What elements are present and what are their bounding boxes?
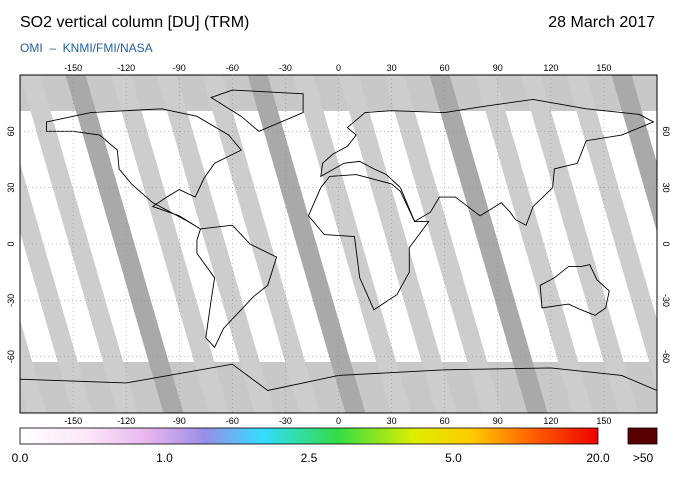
lon-tick-label-top: -120 — [117, 63, 135, 73]
lon-tick-label-bottom: 120 — [543, 416, 558, 426]
colorbar-label: 2.5 — [301, 451, 318, 465]
colorbar-overflow-label: >50 — [633, 451, 654, 465]
lat-tick-label-right: -60 — [661, 350, 671, 363]
continent-outline — [46, 108, 242, 230]
continent-outline — [20, 363, 657, 413]
lat-tick-label-left: 30 — [6, 183, 16, 193]
orbit-swath — [111, 75, 229, 413]
continent-outline — [320, 98, 655, 226]
lat-tick-label-right: 60 — [661, 126, 671, 136]
lat-tick-label-right: 0 — [661, 241, 671, 246]
colorbar-label: 1.0 — [156, 451, 173, 465]
lon-tick-label-bottom: 0 — [336, 416, 341, 426]
colorbar-label: 0.0 — [12, 451, 29, 465]
date: 28 March 2017 — [548, 14, 655, 31]
continent-outline — [539, 264, 610, 316]
lon-tick-label-bottom: -90 — [173, 416, 186, 426]
lat-tick-label-left: 60 — [6, 126, 16, 136]
lon-tick-label-top: -30 — [279, 63, 292, 73]
lon-tick-label-bottom: -30 — [279, 416, 292, 426]
map-area — [20, 75, 657, 413]
lon-tick-label-bottom: -120 — [117, 416, 135, 426]
colorbar-label: 20.0 — [586, 451, 610, 465]
orbit-swath — [20, 162, 93, 413]
colorbar — [19, 427, 599, 445]
lon-tick-label-bottom: -60 — [226, 416, 239, 426]
lon-tick-label-bottom: 60 — [440, 416, 450, 426]
lat-tick-label-right: 30 — [661, 183, 671, 193]
lon-tick-label-top: -60 — [226, 63, 239, 73]
lon-tick-label-top: 60 — [440, 63, 450, 73]
source: OMI – KNMI/FMI/NASA — [20, 41, 153, 55]
orbit-swath — [475, 75, 593, 413]
title: SO2 vertical column [DU] (TRM) — [20, 14, 249, 31]
lon-tick-label-bottom: 30 — [387, 416, 397, 426]
lon-tick-label-bottom: 150 — [596, 416, 611, 426]
continent-outline — [196, 224, 278, 349]
orbit-swath — [384, 75, 502, 413]
lon-tick-label-top: 120 — [543, 63, 558, 73]
lon-tick-label-top: -90 — [173, 63, 186, 73]
orbit-swath — [566, 75, 657, 389]
lon-tick-label-top: 30 — [387, 63, 397, 73]
orbit-swath — [520, 75, 639, 413]
lon-tick-label-bottom: 90 — [493, 416, 503, 426]
lon-tick-label-top: 0 — [336, 63, 341, 73]
continent-outline — [210, 89, 304, 132]
orbit-swath — [20, 319, 47, 413]
orbit-swath — [156, 75, 275, 413]
orbit-swath — [338, 75, 457, 413]
continent-outline — [307, 174, 430, 311]
orbit-swath — [247, 75, 366, 413]
orbit-swath — [611, 75, 657, 232]
lon-tick-label-top: -150 — [64, 63, 82, 73]
lon-tick-label-bottom: -150 — [64, 416, 82, 426]
lat-tick-label-left: 0 — [6, 241, 16, 246]
lon-tick-label-top: 90 — [493, 63, 503, 73]
lon-tick-label-top: 150 — [596, 63, 611, 73]
colorbar-label: 5.0 — [445, 451, 462, 465]
lat-tick-label-left: -30 — [6, 294, 16, 307]
lat-tick-label-left: -60 — [6, 350, 16, 363]
orbit-swath — [20, 75, 138, 413]
colorbar-overflow — [627, 427, 658, 445]
lat-tick-label-right: -30 — [661, 294, 671, 307]
